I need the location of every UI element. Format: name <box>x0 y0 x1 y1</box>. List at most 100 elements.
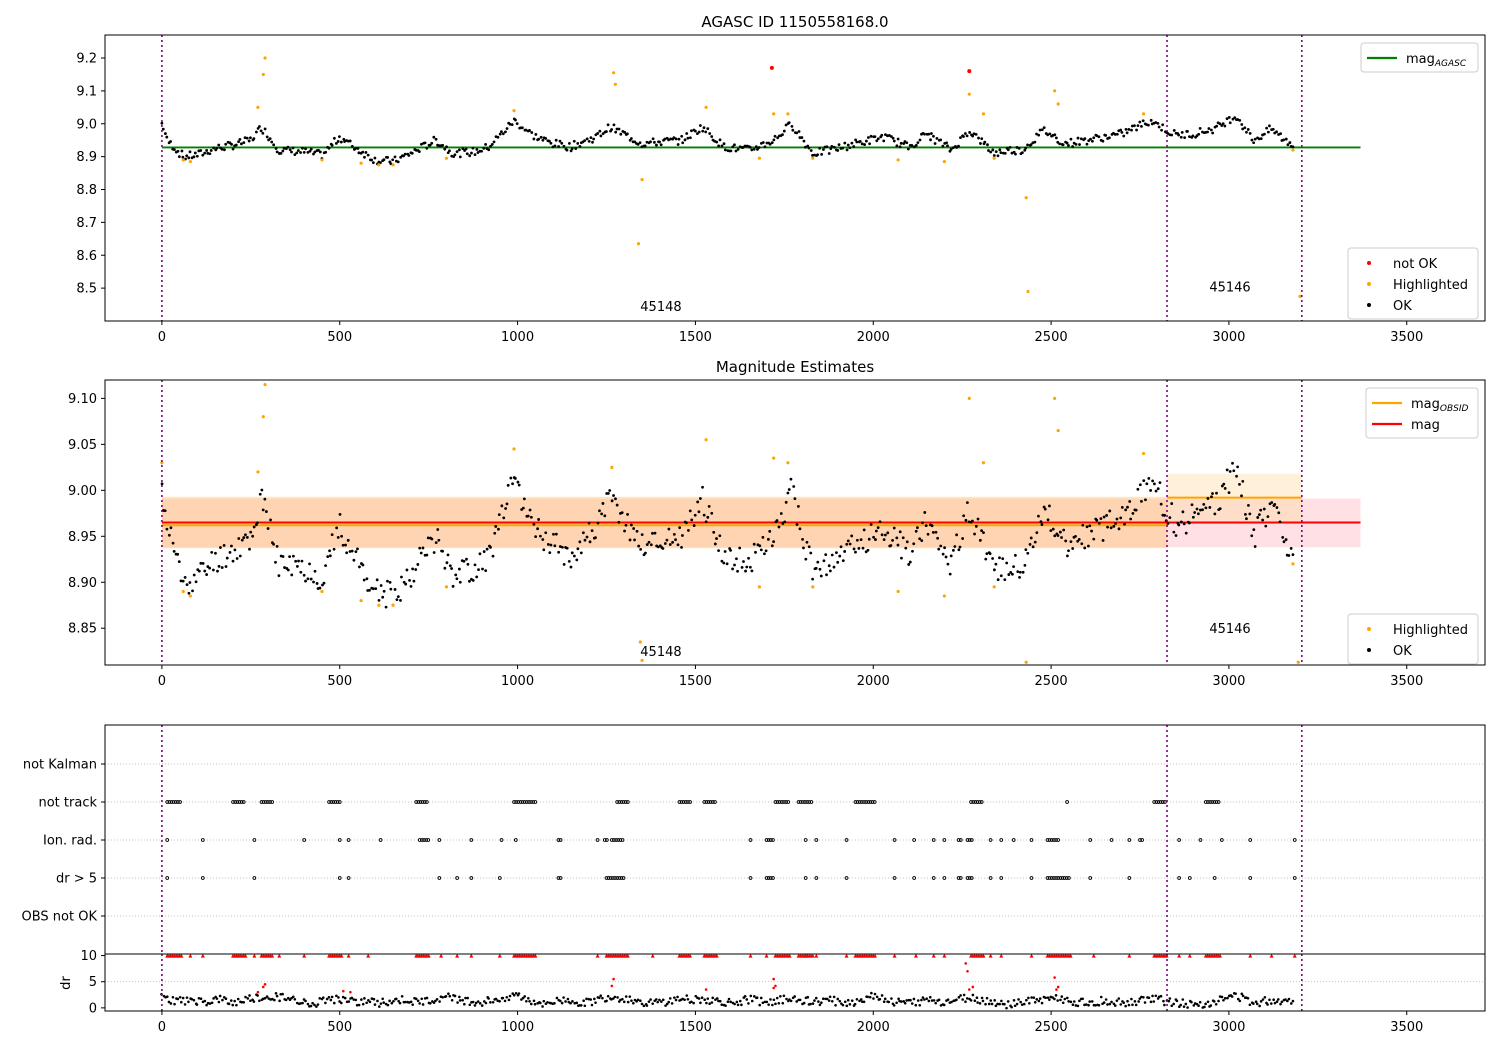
flags-marker <box>1067 876 1071 880</box>
dr-ok-point <box>1159 994 1163 998</box>
panel1-ok-point <box>910 144 914 147</box>
dr-ok-point <box>755 996 759 999</box>
dr-ok-point <box>301 1001 304 1005</box>
flags-marker <box>868 800 873 804</box>
panel1-ok-point <box>858 139 862 143</box>
dr-ok-point <box>1163 1003 1166 1007</box>
dr-ok-point <box>517 992 521 995</box>
panel2-ok-point <box>326 555 330 559</box>
panel2-lower-legend-label: OK <box>1393 644 1412 659</box>
panel2-ok-point <box>321 583 324 587</box>
dr-ok-point <box>1059 998 1062 1002</box>
panel2-ok-point <box>248 547 251 551</box>
dr-capped-marker <box>1127 953 1132 958</box>
panel1-ok-point <box>203 151 207 155</box>
dr-ok-point <box>897 997 900 1001</box>
flags-marker <box>165 800 170 804</box>
flags-marker <box>612 838 616 842</box>
panel2-ok-point <box>1166 522 1170 525</box>
flags-marker <box>1177 876 1181 880</box>
panel2-ok-point <box>238 554 242 558</box>
panel2-ok-point <box>1067 549 1070 553</box>
panel1-ok-point <box>589 136 593 140</box>
panel2-ok-point <box>482 550 486 553</box>
panel2-ok-point <box>804 557 808 561</box>
panel2-ok-point <box>629 523 633 527</box>
panel2-ok-point <box>405 568 409 572</box>
dr-ok-point <box>274 992 278 995</box>
dr-ok-point <box>335 994 338 998</box>
panel2-ok-point <box>1109 526 1113 530</box>
panel1-ok-point <box>240 142 243 146</box>
panel1-ok-point <box>237 140 240 144</box>
dr-ok-point <box>1248 1003 1252 1007</box>
panel2-ok-point <box>1231 461 1234 465</box>
panel2-ok-point <box>251 534 255 538</box>
panel1-ok-point <box>923 132 926 136</box>
dr-ok-point <box>1223 996 1227 1000</box>
panel1-ok-point <box>1038 128 1042 132</box>
panel1-ok-point <box>681 141 685 145</box>
panel1-ok-point <box>806 144 810 148</box>
flags-marker <box>378 838 383 842</box>
panel2-ok-point <box>1144 498 1147 502</box>
dr-capped-marker <box>803 953 808 958</box>
panel1-y-tick-label: 9.2 <box>76 52 97 67</box>
panel1-ok-point <box>473 153 477 157</box>
panel1-ok-point <box>702 126 706 130</box>
panel2-ok-point <box>1062 528 1066 532</box>
dr-ok-point <box>299 1002 302 1005</box>
panel2-ok-point <box>1187 521 1191 525</box>
panel2-ok-point <box>418 546 422 550</box>
dr-ok-point <box>798 998 802 1002</box>
panel2-ok-point <box>1222 482 1226 486</box>
panel1-ok-point <box>1215 124 1219 128</box>
dr-ok-point <box>642 1004 646 1008</box>
dr-ok-point <box>256 994 259 997</box>
panel1-ok-point <box>425 146 429 150</box>
panel1-obsid-annotation: 45146 <box>1209 280 1250 295</box>
dr-ok-point <box>361 1002 365 1006</box>
panel2-ok-point <box>953 545 957 548</box>
dr-ok-point <box>190 997 194 1001</box>
panel2-ok-point <box>242 536 246 539</box>
panel1-ok-point <box>731 145 735 149</box>
panel1-ok-point <box>773 134 777 138</box>
panel1-ok-point <box>754 145 758 149</box>
dr-ok-point <box>738 999 742 1003</box>
panel1-ok-point <box>1209 128 1213 132</box>
panel2-ok-point <box>500 504 504 508</box>
panel2-ok-point <box>220 566 224 569</box>
dr-y-axis-label: dr <box>59 976 74 990</box>
panel1-highlighted-point <box>320 158 324 162</box>
panel1-ok-point <box>980 137 984 140</box>
panel2-ok-point <box>1049 529 1053 533</box>
panel2-ok-point <box>219 546 222 549</box>
dr-ok-point <box>903 1001 907 1005</box>
panel2-ok-point <box>841 559 845 563</box>
panel1-ok-point <box>354 147 357 150</box>
panel2-ok-point <box>575 558 579 562</box>
panel1-ok-point <box>268 137 272 141</box>
dr-capped-marker <box>1177 953 1182 958</box>
panel2-obsid-annotation: 45146 <box>1209 622 1250 637</box>
panel1-ok-point <box>912 145 916 149</box>
panel1-ok-point <box>890 135 893 138</box>
panel1-ok-point <box>906 147 910 151</box>
dr-ok-point <box>480 1004 484 1007</box>
panel2-ok-point <box>416 563 420 566</box>
flags-marker <box>814 838 819 842</box>
panel1-highlighted-point <box>640 178 644 182</box>
panel2-ok-point <box>1250 534 1254 538</box>
panel1-ok-point <box>160 121 164 125</box>
panel1-ok-point <box>373 156 377 160</box>
panel2-ok-point <box>361 563 365 567</box>
dr-ok-point <box>541 1005 544 1008</box>
panel2-ok-point <box>818 567 822 571</box>
dr-red-point <box>349 990 352 994</box>
panel2-ok-point <box>768 529 772 533</box>
flags-marker <box>1187 876 1192 880</box>
panel1-ok-point <box>932 134 935 138</box>
dr-ok-point <box>686 997 690 1001</box>
